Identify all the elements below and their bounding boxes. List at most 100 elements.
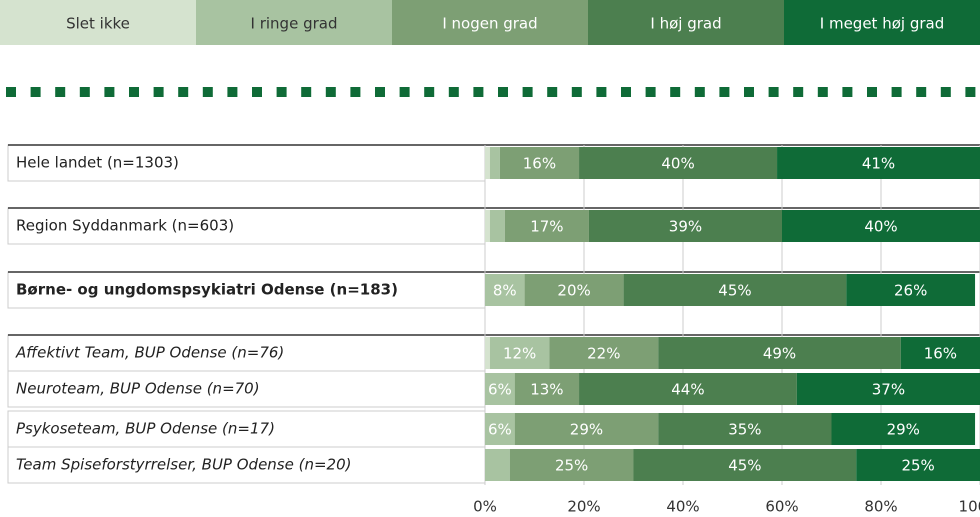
data-label: 17% bbox=[530, 218, 563, 236]
data-label: 6% bbox=[488, 421, 512, 439]
separator-dot bbox=[448, 87, 459, 97]
data-label: 29% bbox=[570, 421, 603, 439]
data-label: 37% bbox=[872, 381, 905, 399]
data-label: 25% bbox=[901, 457, 934, 475]
category-box bbox=[7, 370, 486, 408]
bar-segment bbox=[489, 337, 550, 369]
separator-dot bbox=[375, 87, 385, 97]
separator-dot bbox=[104, 87, 115, 97]
separator-dot bbox=[55, 87, 66, 97]
x-tick-label: 0% bbox=[473, 498, 497, 516]
separator-dot bbox=[571, 87, 582, 97]
category-box bbox=[7, 207, 486, 245]
legend-label: I meget høj grad bbox=[820, 15, 944, 33]
separator-dot bbox=[596, 87, 607, 97]
bar-segment bbox=[485, 373, 515, 405]
data-label: 45% bbox=[728, 457, 761, 475]
data-label: 12% bbox=[503, 345, 536, 363]
bar-segment bbox=[796, 373, 980, 405]
separator-dot bbox=[178, 87, 189, 97]
data-label: 8% bbox=[493, 282, 517, 300]
bar-segment bbox=[504, 210, 589, 242]
legend-label: I nogen grad bbox=[442, 15, 537, 33]
separator-dot bbox=[719, 87, 730, 97]
separator-dot bbox=[153, 87, 164, 97]
separator-dot bbox=[965, 87, 976, 97]
category-label: Region Syddanmark (n=603) bbox=[16, 217, 234, 235]
category-box bbox=[7, 446, 486, 484]
legend-label: I høj grad bbox=[650, 15, 721, 33]
category-label: Affektivt Team, BUP Odense (n=76) bbox=[15, 344, 284, 362]
separator-dot bbox=[424, 87, 435, 97]
data-label: 45% bbox=[718, 282, 751, 300]
bar-segment bbox=[633, 449, 857, 481]
separator-dot bbox=[522, 87, 533, 97]
legend-label: I ringe grad bbox=[251, 15, 338, 33]
separator-dot bbox=[6, 87, 16, 97]
bar-segment bbox=[514, 413, 659, 445]
legend-swatch bbox=[0, 0, 196, 45]
bar-segment bbox=[831, 413, 976, 445]
data-label: 35% bbox=[728, 421, 761, 439]
data-label: 26% bbox=[894, 282, 927, 300]
x-tick-label: 20% bbox=[567, 498, 600, 516]
separator-dot bbox=[867, 87, 877, 97]
separator-dot bbox=[252, 87, 262, 97]
x-tick-label: 80% bbox=[864, 498, 897, 516]
separator-dot bbox=[399, 87, 410, 97]
separator-dot bbox=[916, 87, 927, 97]
bar-segment bbox=[489, 147, 500, 179]
separator-dot bbox=[842, 87, 853, 97]
bar-segment bbox=[579, 147, 778, 179]
legend-swatch bbox=[392, 0, 588, 45]
data-label: 13% bbox=[530, 381, 563, 399]
bar-segment bbox=[509, 449, 634, 481]
category-box bbox=[7, 334, 486, 372]
separator-dot bbox=[768, 87, 779, 97]
bar-segment bbox=[485, 413, 515, 445]
separator-dot bbox=[793, 87, 804, 97]
separator-dot bbox=[694, 87, 705, 97]
separator-dot bbox=[670, 87, 681, 97]
data-label: 25% bbox=[555, 457, 588, 475]
bar-segment bbox=[856, 449, 980, 481]
separator-dot bbox=[547, 87, 558, 97]
separator-dot bbox=[79, 87, 90, 97]
x-tick-label: 40% bbox=[666, 498, 699, 516]
separator-dot bbox=[202, 87, 213, 97]
separator-dot bbox=[227, 87, 238, 97]
data-label: 29% bbox=[887, 421, 920, 439]
category-label: Team Spiseforstyrrelser, BUP Odense (n=2… bbox=[16, 456, 352, 474]
data-label: 39% bbox=[669, 218, 702, 236]
data-label: 44% bbox=[671, 381, 704, 399]
separator-dot bbox=[301, 87, 312, 97]
data-label: 20% bbox=[557, 282, 590, 300]
category-box bbox=[7, 144, 486, 182]
separator-dot bbox=[744, 87, 754, 97]
separator-dot bbox=[645, 87, 656, 97]
data-label: 16% bbox=[523, 155, 556, 173]
bar-segment bbox=[485, 337, 490, 369]
bar-segment bbox=[782, 210, 980, 242]
bar-segment bbox=[524, 274, 624, 306]
data-label: 49% bbox=[763, 345, 796, 363]
data-label: 6% bbox=[488, 381, 512, 399]
bar-segment bbox=[485, 449, 510, 481]
bar-segment bbox=[514, 373, 580, 405]
bar-segment bbox=[623, 274, 847, 306]
separator-dot bbox=[325, 87, 336, 97]
legend-label: Slet ikke bbox=[66, 15, 130, 33]
bar-segment bbox=[485, 147, 490, 179]
bar-segment bbox=[579, 373, 797, 405]
separator-dot bbox=[276, 87, 287, 97]
bar-segment bbox=[588, 210, 782, 242]
data-label: 40% bbox=[864, 218, 897, 236]
bar-segment bbox=[485, 210, 490, 242]
category-label: Neuroteam, BUP Odense (n=70) bbox=[16, 380, 260, 398]
bar-segment bbox=[900, 337, 980, 369]
x-tick-label: 100% bbox=[959, 498, 980, 516]
separator-dot bbox=[473, 87, 484, 97]
x-tick-label: 60% bbox=[765, 498, 798, 516]
bar-segment bbox=[777, 147, 980, 179]
